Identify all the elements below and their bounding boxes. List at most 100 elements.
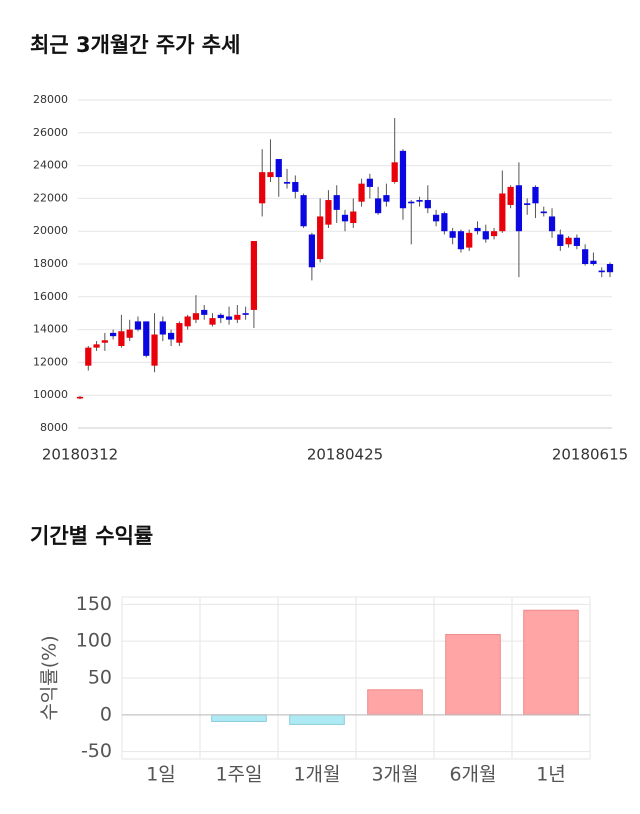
candle-body: [573, 237, 580, 246]
y-tick-label: 0: [100, 703, 112, 725]
candle-body: [524, 203, 531, 205]
x-tick-label: 1일: [146, 764, 176, 786]
candle-body: [292, 182, 299, 192]
candle-body: [441, 213, 448, 232]
y-axis-label: 수익률(%): [39, 635, 61, 720]
candle-body: [159, 321, 166, 335]
candle-body: [466, 232, 473, 248]
candle-body: [474, 227, 481, 232]
candle-body: [151, 334, 158, 366]
bar: [523, 609, 579, 716]
candle-body: [350, 211, 357, 223]
candle-body: [134, 321, 142, 330]
y-tick-label: -50: [81, 740, 112, 762]
y-tick-label: 16000: [33, 290, 68, 303]
candle-body: [300, 195, 307, 227]
candle-body: [217, 314, 224, 319]
y-tick-label: 28000: [33, 93, 68, 106]
candle-body: [143, 321, 150, 356]
y-tick-label: 150: [76, 593, 112, 615]
candle-body: [399, 150, 407, 209]
candle-body: [490, 231, 498, 237]
candle-body: [341, 214, 349, 222]
y-tick-label: 10000: [33, 388, 68, 401]
candle-body: [449, 231, 456, 238]
y-tick-label: 8000: [40, 421, 68, 434]
candle-body: [499, 193, 506, 232]
y-tick-label: 18000: [33, 257, 68, 270]
candle-body: [259, 172, 266, 204]
candle-body: [606, 264, 614, 273]
candle-body: [565, 237, 572, 245]
candle-body: [507, 186, 514, 205]
candle-body: [540, 211, 547, 214]
candle-body: [176, 323, 183, 343]
candle-body: [457, 231, 465, 250]
candle-body: [317, 216, 324, 260]
bar: [289, 714, 345, 725]
candle-body: [192, 313, 200, 320]
bar: [211, 714, 267, 722]
candle-body: [375, 198, 382, 214]
bar: [445, 634, 501, 716]
candle-body: [85, 347, 92, 366]
candle-body: [275, 159, 282, 178]
candle-body: [234, 314, 241, 320]
candle-body: [118, 331, 125, 346]
candle-body: [93, 344, 100, 348]
y-tick-label: 12000: [33, 355, 68, 368]
y-tick-label: 50: [88, 667, 112, 689]
candle-body: [391, 162, 398, 182]
y-tick-label: 26000: [33, 126, 68, 139]
candle-body: [209, 318, 216, 325]
candle-body: [598, 270, 605, 273]
candle-body: [250, 241, 258, 310]
candle-body: [548, 216, 556, 232]
candle-body: [424, 200, 431, 209]
candle-body: [582, 249, 589, 264]
x-tick-label: 6개월: [449, 764, 496, 786]
x-tick-label: 20180312: [42, 446, 118, 464]
candle-body: [308, 234, 315, 268]
candle-body: [408, 201, 415, 204]
candle-body: [515, 185, 523, 232]
y-tick-label: 14000: [33, 323, 68, 336]
candle-body: [201, 309, 208, 315]
candle-body: [242, 313, 249, 315]
x-tick-label: 3개월: [371, 764, 418, 786]
candle-body: [432, 214, 440, 222]
candle-body: [283, 182, 291, 184]
x-tick-label: 20180615: [552, 446, 628, 464]
bar: [367, 689, 423, 716]
y-tick-label: 20000: [33, 224, 68, 237]
x-tick-label: 1개월: [293, 764, 340, 786]
candle-body: [225, 316, 233, 320]
candle-body: [267, 172, 274, 178]
y-tick-label: 24000: [33, 159, 68, 172]
candle-body: [532, 186, 539, 204]
candle-body: [366, 178, 373, 187]
candle-body: [101, 340, 108, 343]
chart-title: 최근 3개월간 주가 추세: [30, 33, 240, 57]
candle-body: [325, 200, 332, 225]
candle-body: [358, 183, 365, 202]
candle-body: [416, 200, 423, 202]
candle-body: [184, 316, 191, 327]
y-tick-label: 100: [76, 630, 112, 652]
chart-title: 기간별 수익률: [30, 524, 153, 548]
x-tick-label: 20180425: [307, 446, 383, 464]
candle-body: [557, 234, 564, 246]
x-tick-label: 1년: [536, 764, 566, 786]
candle-body: [110, 332, 117, 337]
candle-body: [590, 260, 597, 264]
y-tick-label: 22000: [33, 191, 68, 204]
candle-body: [333, 195, 340, 210]
candle-body: [126, 329, 133, 338]
candle-body: [76, 396, 84, 399]
candle-body: [383, 195, 390, 202]
x-tick-label: 1주일: [215, 764, 262, 786]
candle-body: [167, 332, 175, 340]
candle-body: [482, 231, 489, 240]
